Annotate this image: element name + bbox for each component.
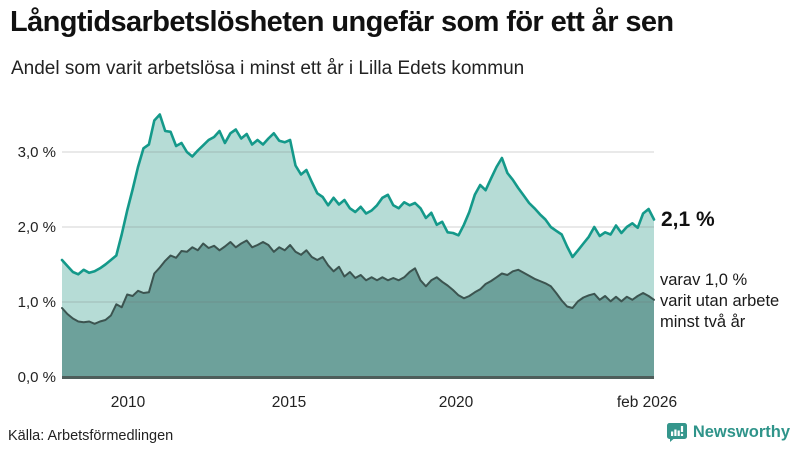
newsworthy-brand: Newsworthy [666, 423, 790, 442]
x-tick-feb-2026: feb 2026 [616, 394, 678, 411]
newsworthy-brand-name: Newsworthy [692, 423, 790, 441]
total-series-line [60, 113, 656, 276]
y-tick-2: 2,0 % [17, 219, 56, 236]
newsworthy-logo-icon [666, 423, 687, 442]
sub-annotation-line-1: varav 1,0 % [660, 271, 748, 289]
x-axis-baseline [62, 376, 654, 379]
area-chart-svg [60, 113, 656, 379]
two-year-series-line [61, 239, 655, 325]
x-tick-2020: 2020 [438, 394, 474, 411]
area-chart [60, 100, 656, 380]
latest-value-label: 2,1 % [661, 208, 715, 231]
sub-series-annotation: varav 1,0 % varit utan arbete minst två … [660, 270, 779, 333]
x-tick-2015: 2015 [271, 394, 307, 411]
sub-annotation-line-2: varit utan arbete [660, 292, 780, 310]
y-tick-1: 1,0 % [17, 294, 56, 311]
sub-annotation-line-3: minst två år [660, 313, 746, 331]
source-credit: Källa: Arbetsförmedlingen [8, 428, 174, 444]
y-tick-3: 3,0 % [17, 144, 56, 161]
x-tick-2010: 2010 [110, 394, 146, 411]
y-tick-0: 0,0 % [17, 369, 56, 386]
page-title: Långtidsarbetslösheten ungefär som för e… [10, 6, 674, 38]
chart-subtitle: Andel som varit arbetslösa i minst ett å… [11, 58, 525, 79]
